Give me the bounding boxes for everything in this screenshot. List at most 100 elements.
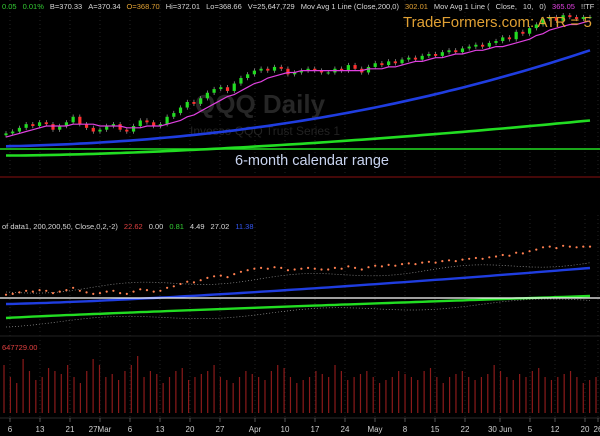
volume-bar <box>334 365 336 413</box>
indicator-dot <box>582 245 585 248</box>
candle-body <box>454 50 458 53</box>
indicator-dot <box>320 268 323 271</box>
candle-body <box>534 24 538 29</box>
x-tick-label: 13 <box>156 425 165 434</box>
volume-bar <box>436 377 438 413</box>
range-annotation: 6-month calendar range <box>235 153 389 169</box>
indicator-dot <box>246 269 249 272</box>
volume-bar <box>258 377 260 413</box>
indicator-dot <box>548 245 551 248</box>
header-item: B=370.33 <box>50 2 82 11</box>
indicator-dot <box>58 290 61 293</box>
header-item: Close, <box>496 2 517 11</box>
indicator-dot <box>139 288 142 291</box>
volume-bar <box>328 377 330 413</box>
indicator-dot <box>508 254 511 257</box>
volume-bar <box>92 359 94 413</box>
indicator-dot <box>521 252 524 255</box>
volume-bar <box>188 380 190 413</box>
x-axis-ticks: 6 13 21 27Mar 6 13 20 27 Apr 10 17 24 May 8 15 22 30 Jun… <box>8 418 600 434</box>
indicator-dot <box>192 281 196 284</box>
indicator-dot <box>441 260 444 263</box>
indicator-dot <box>179 282 182 286</box>
indicator-header-item: 22.62 <box>124 222 143 231</box>
header-item: Lo=368.66 <box>206 2 242 11</box>
header-item: A=370.34 <box>88 2 120 11</box>
candle-body <box>507 37 512 40</box>
candle-body <box>239 78 243 84</box>
candle-body <box>185 102 189 108</box>
indicator-header-item: 11.38 <box>235 222 253 231</box>
indicator-dot <box>18 291 21 294</box>
candle-body <box>266 68 270 71</box>
ma200-line <box>0 119 600 157</box>
volume-bar <box>117 380 120 413</box>
volume-bar <box>468 377 470 413</box>
candle-body <box>340 68 344 71</box>
candle-body <box>111 124 116 126</box>
candle-body <box>413 57 418 60</box>
volume-bar <box>245 371 247 413</box>
header-item: Mov Avg 1 Line (Close,200,0) <box>301 2 400 11</box>
header-item: 0) <box>539 2 546 11</box>
volume-bar <box>251 374 253 413</box>
volume-bar <box>16 383 18 413</box>
volume-bar <box>22 359 24 413</box>
volume-bar <box>264 380 266 413</box>
x-tick-label: 10 <box>281 425 290 434</box>
ma10-path <box>5 20 591 138</box>
volume-bar <box>175 371 177 413</box>
indicator-dot <box>313 267 316 270</box>
volume-bar <box>277 365 279 413</box>
volume-bar <box>366 371 368 413</box>
candle-body <box>568 15 572 18</box>
volume-bar <box>442 383 444 413</box>
indicator-dot <box>125 292 128 295</box>
candle-body <box>138 120 142 126</box>
candle-body <box>346 65 350 71</box>
price-panel: QQQ Daily Invesco QQQ Trust Series 1 Tra… <box>0 0 600 178</box>
volume-bar <box>550 380 553 413</box>
indicator-dot <box>327 268 330 271</box>
indicator-dot <box>360 268 363 271</box>
volume-bar <box>302 380 304 413</box>
candle-body <box>286 68 290 75</box>
volume-bar <box>9 377 11 413</box>
indicator-dot <box>461 258 464 261</box>
indicator-dot <box>219 274 222 277</box>
candle-body <box>145 120 149 123</box>
header-item: !!TF <box>581 2 595 11</box>
indicator-dot <box>454 260 457 263</box>
candle-body <box>588 17 592 19</box>
header-item: O=368.70 <box>127 2 160 11</box>
candle-body <box>353 65 357 69</box>
volume-bar <box>289 377 292 413</box>
volume-bar <box>137 356 139 413</box>
indicator-dot <box>65 289 68 292</box>
volume-bar <box>531 371 533 413</box>
candle-body <box>521 31 525 34</box>
candle-body <box>487 42 491 47</box>
indicator-dot <box>31 290 34 293</box>
indicator-dot <box>414 263 417 266</box>
candle-body <box>219 87 223 90</box>
indicator-dot <box>488 256 491 259</box>
x-tick-label: 21 <box>66 425 75 434</box>
volume-bar <box>340 371 342 413</box>
indicator-dot <box>119 292 122 295</box>
indicator-dot <box>387 263 390 266</box>
candle-body <box>105 126 109 130</box>
volume-bar <box>162 383 164 413</box>
candle-body <box>494 41 498 43</box>
indicator-dot <box>568 245 571 248</box>
candle-body <box>192 102 196 104</box>
indicator-dot <box>38 289 41 292</box>
x-tick-label: 6 <box>8 425 13 434</box>
volume-bar <box>417 380 419 413</box>
header-item: Mov Avg 1 Line ( <box>434 2 490 11</box>
indicator-dot <box>45 289 48 292</box>
x-tick-label: 20 <box>581 425 590 434</box>
volume-bar <box>480 377 483 413</box>
ma200-path <box>6 119 591 157</box>
